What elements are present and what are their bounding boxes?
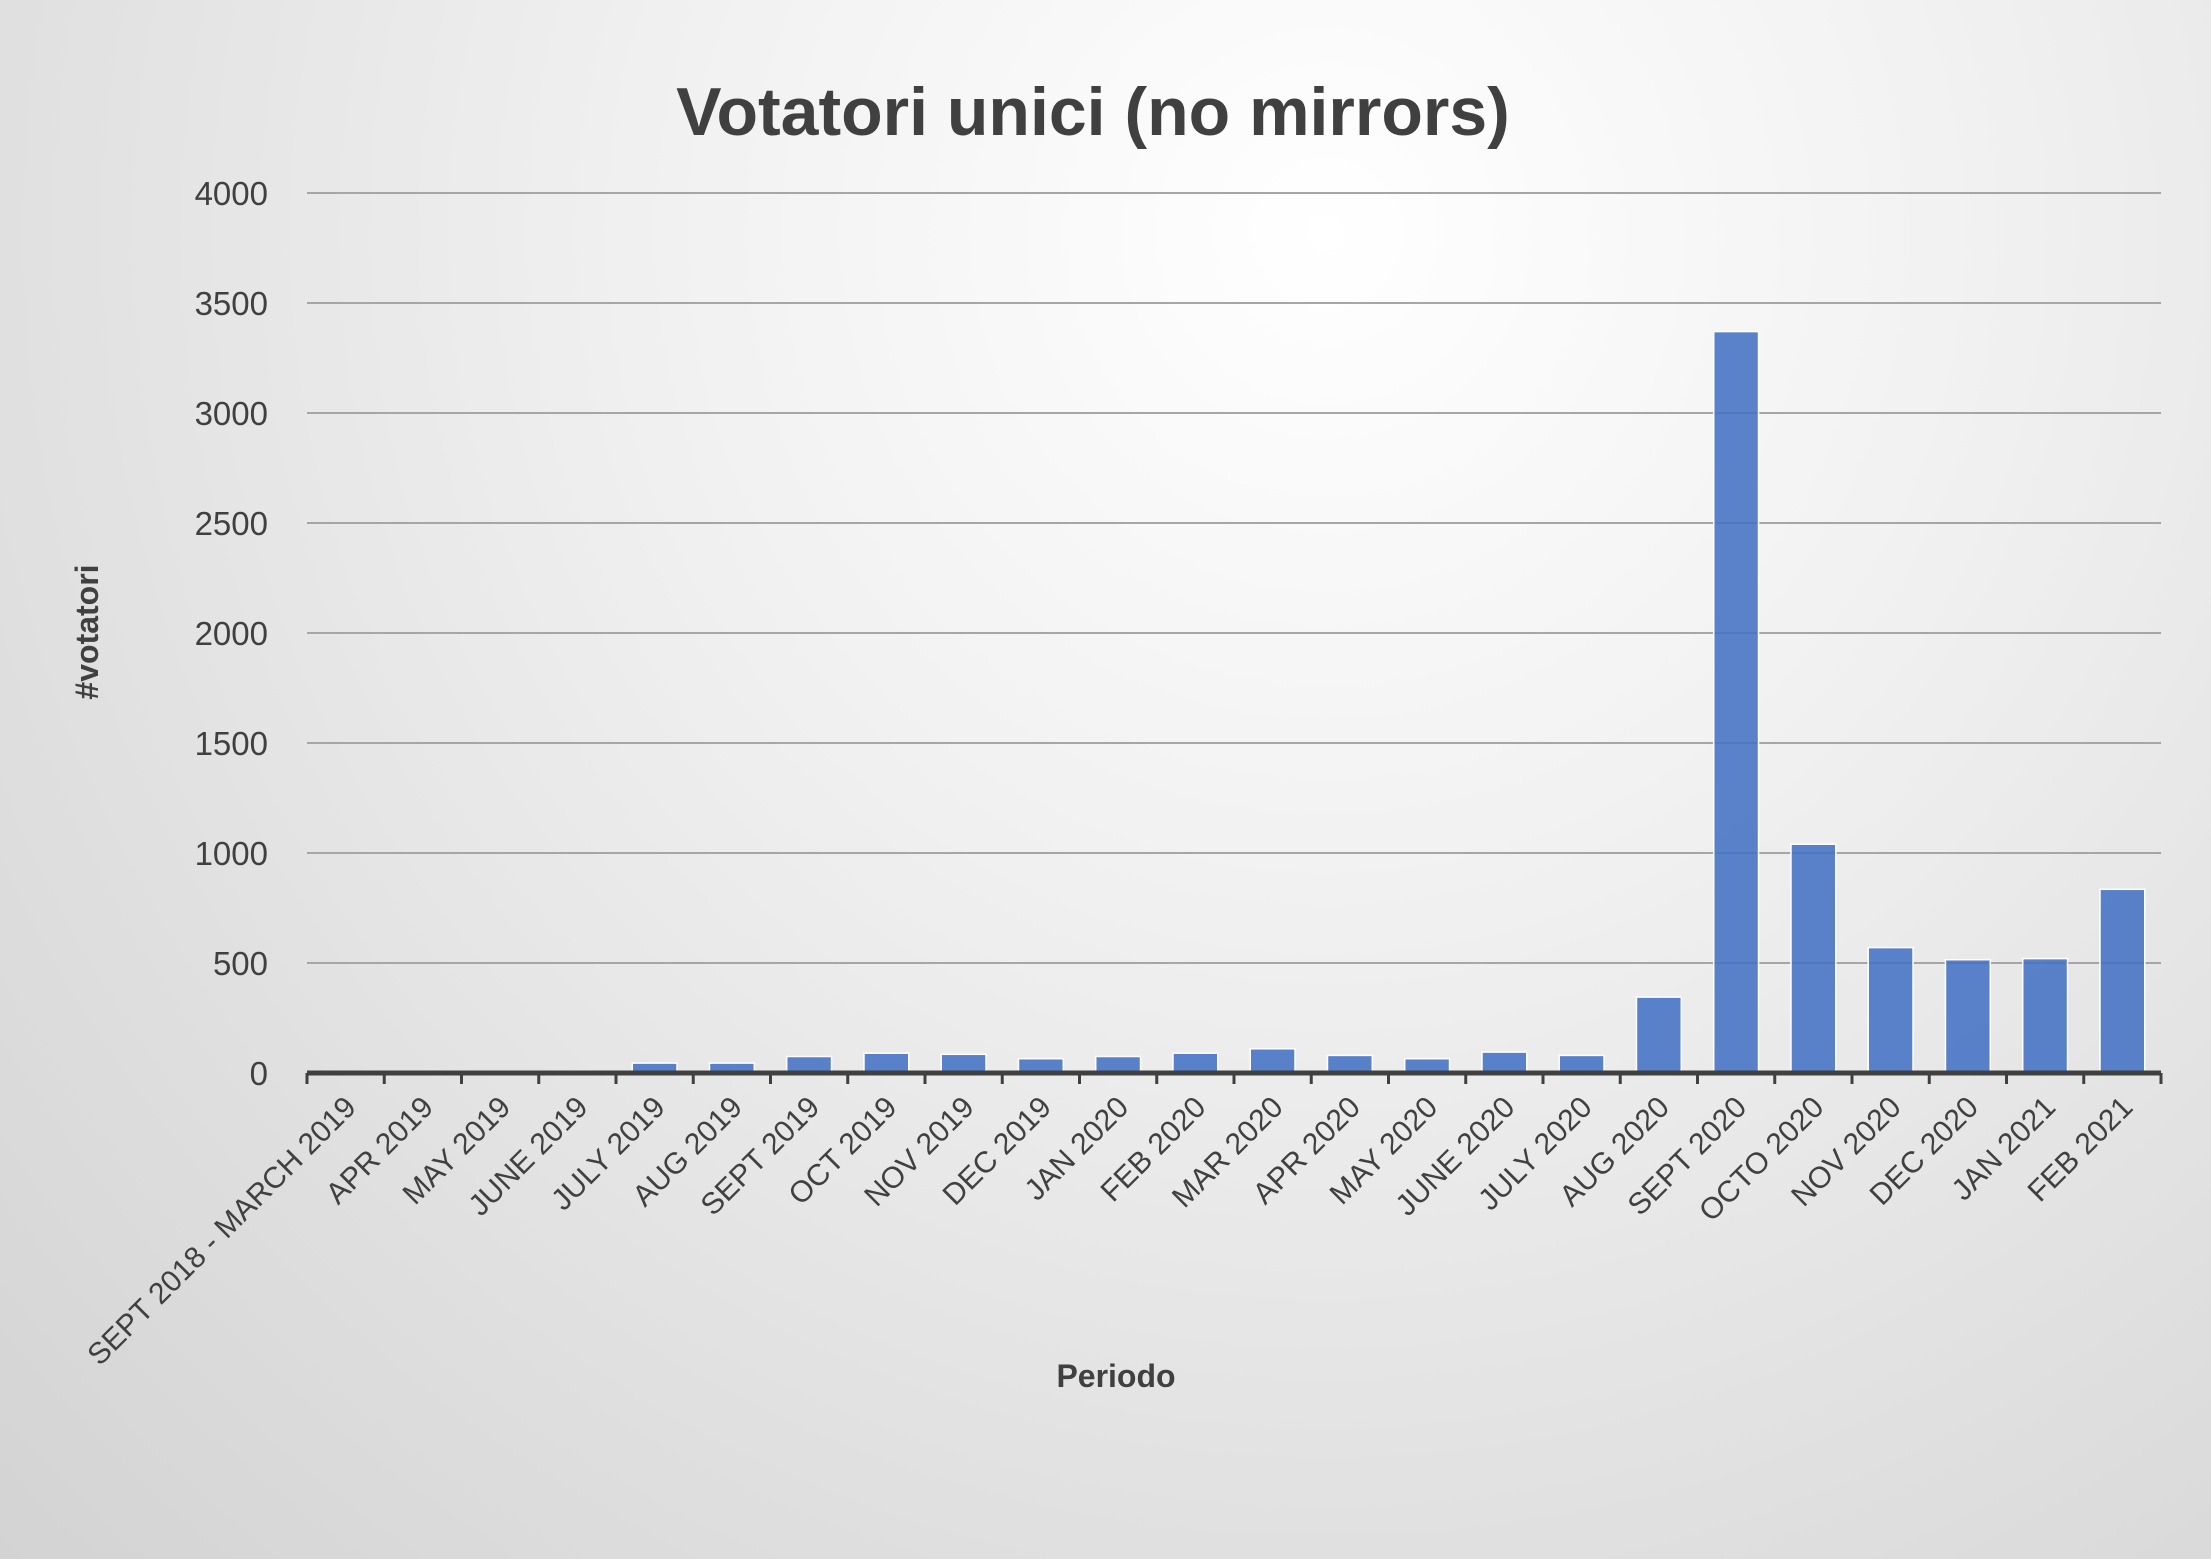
bar xyxy=(940,1053,987,1074)
bar xyxy=(863,1052,910,1074)
bar xyxy=(1326,1054,1374,1074)
chart-title: Votatori unici (no mirrors) xyxy=(676,74,1510,150)
bar xyxy=(1790,843,1837,1074)
y-axis-title: #votatori xyxy=(69,564,105,699)
bar xyxy=(1867,946,1914,1074)
x-tick-label: SEPT 2018 - MARCH 2019 xyxy=(81,1091,362,1372)
y-tick-label: 3500 xyxy=(195,285,268,322)
bar xyxy=(1172,1052,1219,1074)
bar xyxy=(2099,888,2146,1074)
bar xyxy=(1712,330,1760,1074)
y-tick-label: 4000 xyxy=(195,175,268,212)
bar xyxy=(1481,1051,1528,1074)
y-axis-ticks: 0 500 1000 1500 2000 2500 3000 3500 4000 xyxy=(195,175,268,1092)
bar xyxy=(1944,958,1992,1074)
x-axis xyxy=(305,1070,2163,1084)
x-axis-title: Periodo xyxy=(1056,1358,1175,1394)
bar xyxy=(1558,1054,1605,1074)
y-tick-label: 500 xyxy=(213,945,268,982)
y-tick-label: 2000 xyxy=(195,615,268,652)
y-tick-label: 1500 xyxy=(195,725,268,762)
y-tick-label: 1000 xyxy=(195,835,268,872)
gridlines xyxy=(307,192,2161,964)
bar xyxy=(1635,996,1683,1074)
y-tick-label: 2500 xyxy=(195,505,268,542)
y-tick-label: 0 xyxy=(250,1055,268,1092)
bar xyxy=(2021,957,2069,1074)
y-tick-label: 3000 xyxy=(195,395,268,432)
bar xyxy=(1249,1048,1296,1074)
bars xyxy=(322,330,2146,1074)
